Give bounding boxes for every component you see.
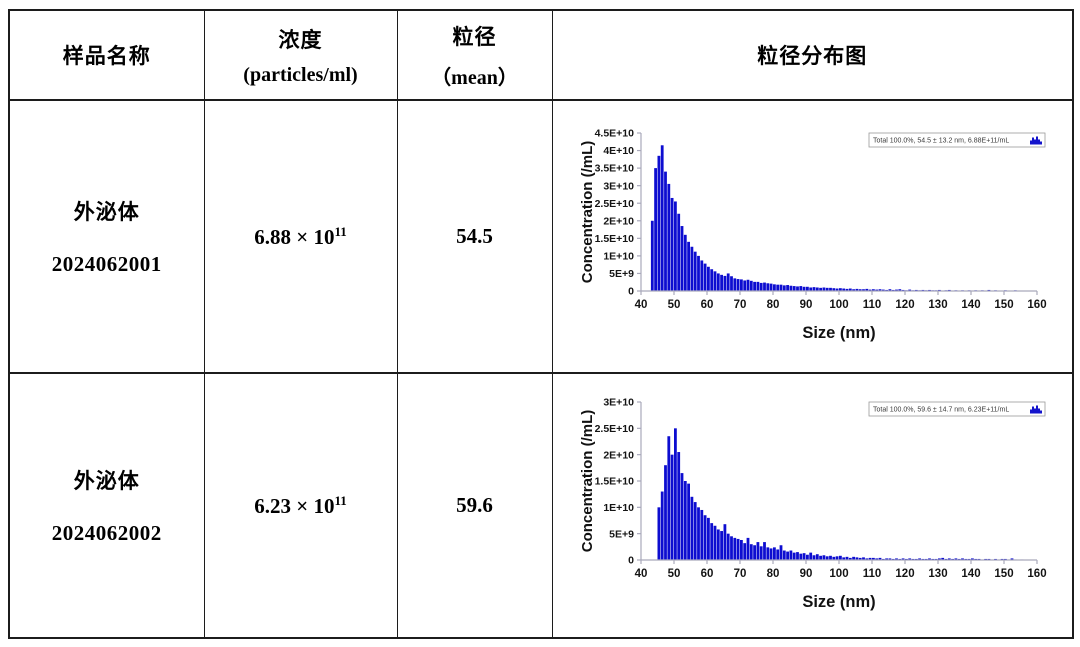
svg-text:90: 90 bbox=[800, 299, 813, 311]
svg-text:1.5E+10: 1.5E+10 bbox=[595, 476, 635, 488]
svg-text:100: 100 bbox=[830, 299, 849, 311]
sample-name-line1: 外泌体 bbox=[73, 469, 140, 494]
histogram-bars bbox=[657, 428, 1024, 561]
legend: Total 100.0%, 59.6 ± 14.7 nm, 6.23E+11/m… bbox=[868, 401, 1046, 417]
svg-text:160: 160 bbox=[1028, 568, 1047, 580]
size-distribution-chart-1: 0 5E+9 1E+10 1.5E+10 2E+10 2.5E+10 3E+10 3.5E+1… bbox=[577, 123, 1048, 350]
header-size-line2: （mean） bbox=[431, 66, 518, 89]
svg-text:120: 120 bbox=[896, 568, 915, 580]
y-axis-label: Concentration (/mL) bbox=[579, 410, 596, 553]
legend-histogram-icon bbox=[1030, 405, 1043, 414]
y-axis-ticks: 0 5E+9 1E+10 1.5E+10 2E+10 2.5E+10 3E+10 3.5E+1… bbox=[595, 128, 642, 298]
concentration-exponent: 11 bbox=[334, 492, 347, 508]
header-distribution: 粒径分布图 bbox=[551, 8, 1074, 102]
header-sample-name-label: 样品名称 bbox=[62, 44, 151, 69]
distribution-chart-cell: 0 5E+9 1E+10 1.5E+10 2E+10 2.5E+10 3E+10 3.5E+1… bbox=[551, 99, 1074, 375]
svg-text:120: 120 bbox=[896, 299, 915, 311]
sample-table: 样品名称 浓度 (particles/ml) 粒径 （mean） 粒径分布图 外… bbox=[8, 8, 1074, 639]
size-mean-value: 59.6 bbox=[456, 493, 493, 518]
svg-text:140: 140 bbox=[962, 568, 981, 580]
table-row: 外泌体 2024062002 6.23 × 1011 59.6 0 5E+9 1E+… bbox=[8, 372, 1074, 639]
header-concentration: 浓度 (particles/ml) bbox=[203, 8, 398, 102]
svg-text:50: 50 bbox=[668, 568, 681, 580]
sample-name-line2: 2024062002 bbox=[51, 521, 162, 546]
legend-histogram-icon bbox=[1030, 136, 1043, 145]
svg-text:1.5E+10: 1.5E+10 bbox=[595, 233, 635, 245]
header-concentration-line1: 浓度 bbox=[278, 27, 323, 52]
svg-text:130: 130 bbox=[929, 299, 948, 311]
table-header-row: 样品名称 浓度 (particles/ml) 粒径 （mean） 粒径分布图 bbox=[8, 8, 1074, 102]
concentration-value: 6.88 × 1011 bbox=[254, 223, 347, 249]
svg-text:3.5E+10: 3.5E+10 bbox=[595, 163, 635, 175]
legend-text: Total 100.0%, 54.5 ± 13.2 nm, 6.88E+11/m… bbox=[873, 138, 1009, 145]
size-mean-cell: 59.6 bbox=[396, 372, 553, 639]
svg-text:2E+10: 2E+10 bbox=[604, 216, 635, 228]
x-axis-ticks: 40 50 60 70 80 90 100 110 120 130 140 150 160 bbox=[635, 291, 1047, 311]
svg-text:2.5E+10: 2.5E+10 bbox=[595, 423, 635, 435]
svg-text:5E+9: 5E+9 bbox=[609, 528, 634, 540]
x-axis-label: Size (nm) bbox=[803, 593, 876, 611]
distribution-chart-cell: 0 5E+9 1E+10 1.5E+10 2E+10 2.5E+10 3E+10 40 50 60… bbox=[551, 372, 1074, 639]
svg-text:110: 110 bbox=[863, 299, 882, 311]
x-axis-label: Size (nm) bbox=[803, 324, 876, 342]
sample-name-line2: 2024062001 bbox=[51, 252, 162, 277]
svg-text:4.5E+10: 4.5E+10 bbox=[595, 128, 635, 140]
svg-text:5E+9: 5E+9 bbox=[609, 268, 634, 280]
header-sample-name: 样品名称 bbox=[8, 8, 205, 102]
svg-text:3E+10: 3E+10 bbox=[604, 397, 635, 409]
table-row: 外泌体 2024062001 6.88 × 1011 54.5 0 5E+9 1E+… bbox=[8, 99, 1074, 375]
svg-text:40: 40 bbox=[635, 299, 648, 311]
svg-text:110: 110 bbox=[863, 568, 882, 580]
svg-text:80: 80 bbox=[767, 299, 780, 311]
svg-text:160: 160 bbox=[1028, 299, 1047, 311]
svg-text:4E+10: 4E+10 bbox=[604, 145, 635, 157]
size-mean-value: 54.5 bbox=[456, 224, 493, 249]
y-axis-ticks: 0 5E+9 1E+10 1.5E+10 2E+10 2.5E+10 3E+10 bbox=[595, 397, 642, 567]
svg-text:130: 130 bbox=[929, 568, 948, 580]
svg-text:140: 140 bbox=[962, 299, 981, 311]
svg-text:1E+10: 1E+10 bbox=[604, 251, 635, 263]
header-size: 粒径 （mean） bbox=[396, 8, 553, 102]
svg-text:0: 0 bbox=[628, 555, 634, 567]
sample-name-line1: 外泌体 bbox=[73, 200, 140, 225]
sample-name-cell: 外泌体 2024062001 bbox=[8, 99, 205, 375]
sample-name-cell: 外泌体 2024062002 bbox=[8, 372, 205, 639]
size-mean-cell: 54.5 bbox=[396, 99, 553, 375]
concentration-exponent: 11 bbox=[334, 223, 347, 239]
size-distribution-plot: 0 5E+9 1E+10 1.5E+10 2E+10 2.5E+10 3E+10 40 50 60… bbox=[577, 392, 1048, 615]
concentration-cell: 6.23 × 1011 bbox=[203, 372, 398, 639]
header-distribution-label: 粒径分布图 bbox=[757, 44, 868, 69]
header-size-line1: 粒径 bbox=[452, 24, 497, 49]
concentration-cell: 6.88 × 1011 bbox=[203, 99, 398, 375]
svg-text:40: 40 bbox=[635, 568, 648, 580]
svg-text:50: 50 bbox=[668, 299, 681, 311]
histogram-bars bbox=[651, 145, 1037, 292]
legend: Total 100.0%, 54.5 ± 13.2 nm, 6.88E+11/m… bbox=[868, 132, 1046, 148]
svg-text:100: 100 bbox=[830, 568, 849, 580]
svg-text:0: 0 bbox=[628, 286, 634, 298]
svg-text:70: 70 bbox=[734, 299, 747, 311]
svg-text:70: 70 bbox=[734, 568, 747, 580]
x-axis-ticks: 40 50 60 70 80 90 100 110 120 130 140 150 160 bbox=[635, 560, 1047, 580]
concentration-value: 6.23 × 1011 bbox=[254, 492, 347, 518]
y-axis-label: Concentration (/mL) bbox=[579, 141, 596, 284]
svg-text:2E+10: 2E+10 bbox=[604, 449, 635, 461]
svg-text:80: 80 bbox=[767, 568, 780, 580]
svg-text:90: 90 bbox=[800, 568, 813, 580]
svg-text:150: 150 bbox=[995, 299, 1014, 311]
header-concentration-line2: (particles/ml) bbox=[243, 63, 358, 86]
size-distribution-plot: 0 5E+9 1E+10 1.5E+10 2E+10 2.5E+10 3E+10 3.5E+1… bbox=[577, 123, 1048, 346]
size-distribution-chart-2: 0 5E+9 1E+10 1.5E+10 2E+10 2.5E+10 3E+10 40 50 60… bbox=[577, 392, 1048, 619]
legend-text: Total 100.0%, 59.6 ± 14.7 nm, 6.23E+11/m… bbox=[873, 407, 1009, 414]
svg-text:1E+10: 1E+10 bbox=[604, 502, 635, 514]
svg-text:60: 60 bbox=[701, 299, 714, 311]
svg-text:60: 60 bbox=[701, 568, 714, 580]
svg-text:3E+10: 3E+10 bbox=[604, 180, 635, 192]
svg-text:150: 150 bbox=[995, 568, 1014, 580]
svg-text:2.5E+10: 2.5E+10 bbox=[595, 198, 635, 210]
